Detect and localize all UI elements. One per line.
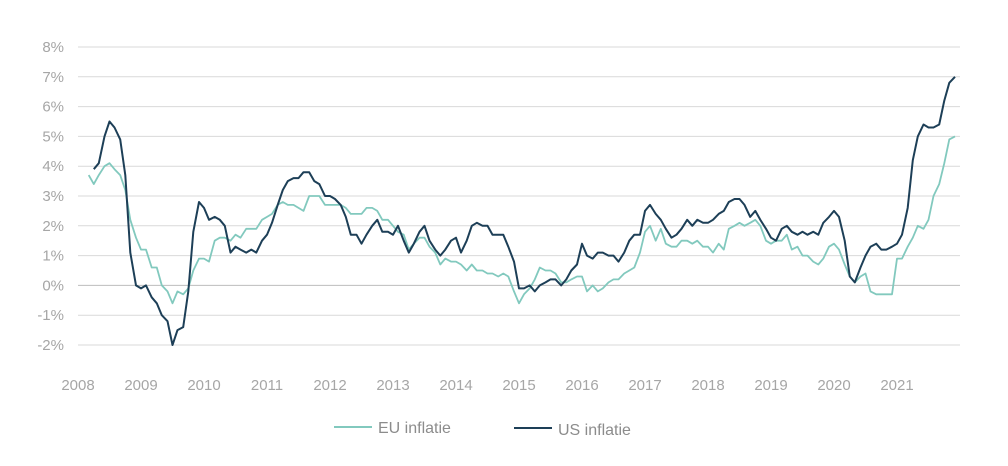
x-tick-label: 2015 bbox=[502, 377, 535, 394]
x-tick-label: 2014 bbox=[439, 377, 472, 394]
x-tick-label: 2021 bbox=[880, 377, 913, 394]
x-tick-label: 2011 bbox=[251, 377, 283, 394]
x-tick-label: 2018 bbox=[691, 377, 724, 394]
y-tick-label: 1% bbox=[42, 248, 64, 265]
y-tick-label: 8% bbox=[42, 39, 64, 56]
x-tick-label: 2013 bbox=[376, 377, 409, 394]
x-tick-label: 2019 bbox=[754, 377, 787, 394]
y-tick-label: 4% bbox=[42, 158, 64, 175]
gridlines bbox=[78, 46, 960, 346]
y-tick-label: -2% bbox=[37, 337, 64, 354]
y-tick-label: 2% bbox=[42, 218, 64, 235]
legend: EU inflatie US inflatie bbox=[334, 420, 631, 439]
x-axis-tick-labels: 2008 2009 2010 2011 2012 2013 2014 2015 2016 2017… bbox=[61, 377, 913, 394]
legend-label-us-inflatie: US inflatie bbox=[558, 422, 631, 439]
y-tick-label: 6% bbox=[42, 99, 64, 116]
y-tick-label: 3% bbox=[42, 188, 64, 205]
y-tick-label: -1% bbox=[37, 307, 64, 324]
series-line-eu-inflatie bbox=[87, 135, 956, 305]
x-tick-label: 2008 bbox=[61, 377, 94, 394]
y-tick-label: 0% bbox=[42, 277, 64, 294]
series-line-us-inflatie bbox=[93, 76, 956, 346]
legend-label-eu-inflatie: EU inflatie bbox=[378, 420, 451, 437]
series-lines bbox=[87, 76, 956, 346]
x-tick-label: 2010 bbox=[187, 377, 220, 394]
x-tick-label: 2020 bbox=[817, 377, 850, 394]
y-axis-tick-labels: 8% 7% 6% 5% 4% 3% 2% 1% 0% -1% -2% bbox=[37, 39, 64, 354]
y-tick-label: 7% bbox=[42, 69, 64, 86]
x-tick-label: 2016 bbox=[565, 377, 598, 394]
y-tick-label: 5% bbox=[42, 128, 64, 145]
x-tick-label: 2017 bbox=[628, 377, 661, 394]
x-tick-label: 2012 bbox=[313, 377, 346, 394]
x-tick-label: 2009 bbox=[124, 377, 157, 394]
